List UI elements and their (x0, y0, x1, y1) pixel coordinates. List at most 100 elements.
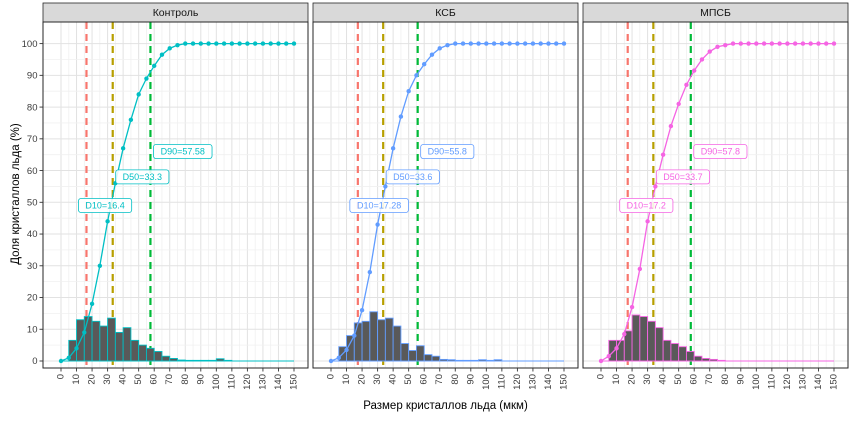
curve-point (74, 346, 79, 351)
curve-point (637, 266, 643, 272)
curve-point (206, 41, 211, 46)
curve-point (777, 41, 782, 46)
curve-point (676, 101, 681, 107)
curve-point (336, 355, 341, 361)
histogram-bar (114, 331, 124, 362)
histogram-bar (462, 359, 472, 362)
curve-point (245, 41, 250, 46)
d50-label-box (115, 169, 170, 185)
curve-point (437, 46, 442, 51)
histogram-bar (91, 320, 101, 362)
d10-label: D10=16.4 (78, 198, 133, 213)
x-tick-label: 140 (273, 374, 284, 390)
y-tick-label: 10 (27, 324, 38, 335)
histogram-bar (709, 358, 718, 362)
panel-border (312, 21, 579, 369)
curve-point (684, 82, 689, 88)
histogram-bar (647, 320, 656, 362)
plot-area: D10=16.4 D50=33.3 D90=57.58 (43, 22, 308, 368)
x-tick-label: 80 (180, 374, 191, 385)
curve-point (229, 41, 235, 46)
curve-point (522, 41, 528, 46)
x-tick-label: 70 (164, 374, 175, 385)
y-tick-label: 20 (27, 293, 38, 304)
curve-point (691, 68, 697, 73)
curve-point (352, 333, 357, 338)
histogram-bar (415, 345, 425, 362)
curve-point (260, 41, 266, 46)
x-tick-label: 80 (450, 374, 461, 385)
curve-point (476, 41, 481, 46)
x-tick-label: 30 (642, 374, 653, 385)
curve-point (831, 41, 837, 46)
d10-label-box (349, 198, 409, 213)
histogram-bar (400, 343, 410, 362)
x-tick-label: 120 (242, 374, 253, 390)
d50-label: D50=33.7 (655, 169, 710, 185)
curve-point (785, 41, 790, 46)
curve-point (252, 41, 258, 46)
x-tick-label: 40 (388, 374, 399, 385)
d50-label-box (385, 169, 440, 185)
x-tick-label: 20 (627, 374, 638, 385)
y-tick-label: 50 (27, 198, 38, 209)
histogram-bar (177, 359, 186, 362)
y-tick-label: 70 (27, 134, 38, 145)
curve-point (491, 41, 497, 46)
curve-point (499, 41, 505, 46)
curve-point (808, 41, 813, 46)
curve-point (221, 41, 227, 46)
x-tick-label: 110 (766, 374, 777, 389)
curve-point (645, 219, 650, 224)
facet-title: МПСБ (700, 7, 731, 19)
panel-border (582, 21, 849, 369)
x-tick-label: 130 (257, 374, 268, 390)
curve-point (214, 41, 219, 46)
curve-point (375, 222, 380, 227)
curve-point (276, 41, 281, 46)
curve-point (453, 41, 458, 46)
curve-point (105, 219, 110, 224)
y-tick-label: 100 (22, 39, 38, 50)
d10-label-text: D10=17.2 (627, 201, 666, 211)
x-tick-label: 100 (211, 374, 222, 390)
histogram-bar (384, 317, 394, 362)
histogram-bar (423, 354, 433, 362)
d90-label-box (420, 144, 475, 159)
d10-label-box (78, 198, 133, 213)
x-tick-label: 0 (56, 374, 67, 379)
curve-point (268, 41, 273, 46)
y-tick-label: 30 (27, 261, 38, 272)
panel-background (313, 22, 578, 368)
curve-point (175, 42, 180, 48)
curve-point (120, 146, 126, 151)
curve-point (769, 41, 775, 46)
curve-point (668, 123, 674, 129)
d90-label-text: D90=55.8 (428, 147, 467, 157)
histogram-bar (153, 351, 163, 362)
histogram-bar (145, 347, 155, 362)
histogram-bar (184, 359, 194, 362)
plot-area: D10=17.28 D50=33.6 D90=55.8 (313, 22, 578, 368)
x-tick-label: 110 (496, 374, 507, 389)
d10-label: D10=17.28 (349, 198, 409, 213)
curve-point (359, 308, 365, 313)
histogram-bar (654, 327, 664, 362)
histogram-bar (83, 316, 93, 362)
curve-point (144, 76, 149, 81)
curve-point (414, 73, 419, 78)
curve-point (614, 346, 619, 351)
facet-title: КСБ (435, 7, 456, 19)
curve-point (824, 41, 829, 46)
curve-point (383, 184, 388, 189)
x-axis: 0 10 20 30 40 50 60 70 80 90 100 110 120 130 140 150 (326, 368, 570, 390)
curve-point (507, 41, 512, 46)
x-tick-label: 70 (704, 374, 715, 385)
plot-area: D10=17.2 D50=33.7 D90=57.8 (583, 22, 848, 368)
y-tick-label: 80 (27, 102, 38, 113)
curve-point (622, 331, 627, 337)
x-tick-label: 150 (829, 374, 840, 390)
d90-label-text: D90=57.58 (161, 147, 205, 157)
curve-point (554, 41, 559, 46)
d90-label: D90=55.8 (420, 144, 475, 159)
